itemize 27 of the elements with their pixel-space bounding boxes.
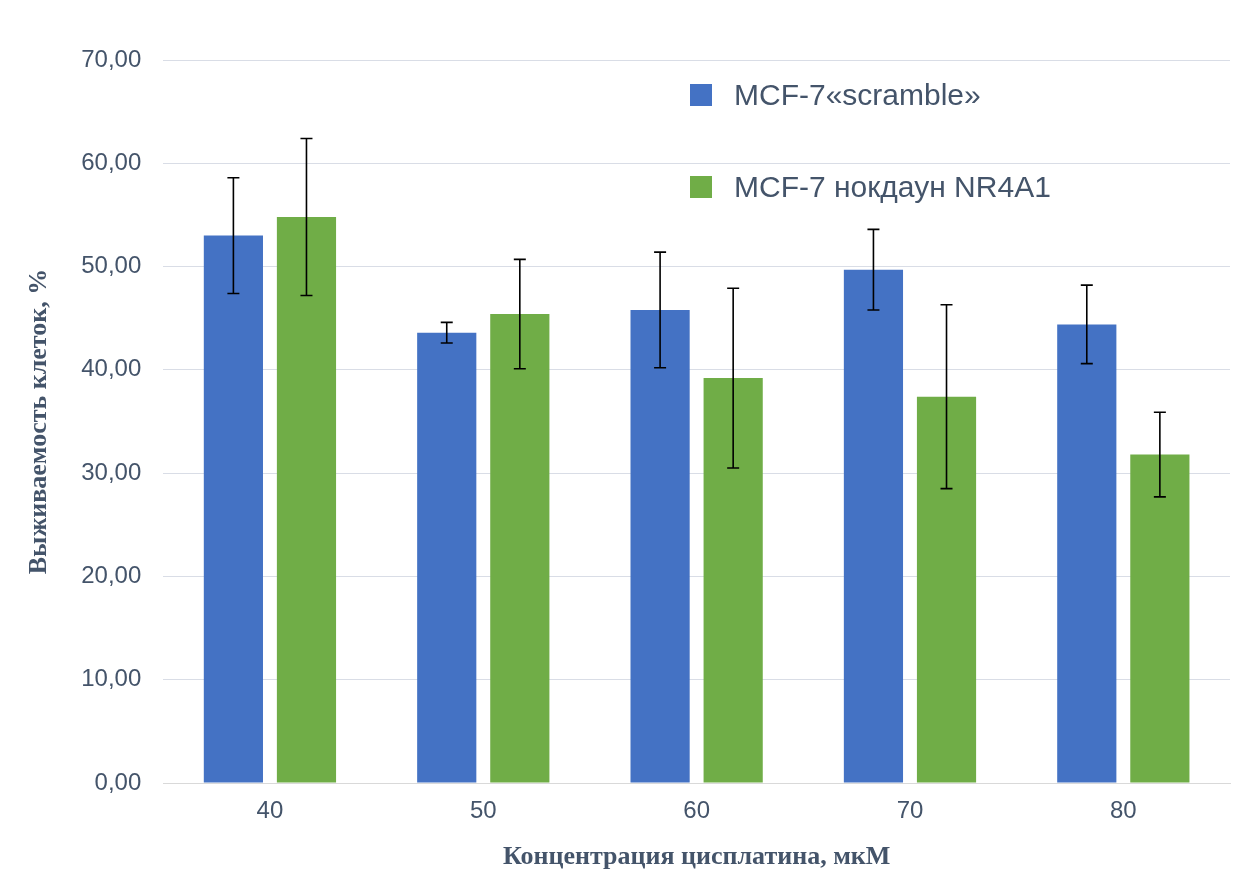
y-tick-label: 70,00 bbox=[81, 44, 142, 72]
bar bbox=[490, 314, 550, 783]
bar bbox=[843, 269, 904, 783]
legend-label: MCF-7 нокдаун NR4A1 bbox=[734, 170, 1051, 204]
x-tick-label: 60 bbox=[683, 796, 710, 824]
legend-label: MCF-7«scramble» bbox=[734, 78, 981, 112]
y-tick-label: 30,00 bbox=[81, 457, 142, 485]
bar bbox=[916, 396, 977, 783]
bar bbox=[276, 216, 337, 783]
bar bbox=[703, 378, 763, 783]
bar bbox=[1057, 324, 1117, 783]
y-tick-label: 60,00 bbox=[81, 147, 142, 175]
x-tick-label: 40 bbox=[256, 796, 284, 824]
y-axis-title: Выживаемость клеток, % bbox=[23, 268, 53, 575]
bar bbox=[630, 309, 690, 783]
y-tick-label: 40,00 bbox=[81, 354, 142, 382]
bar bbox=[417, 332, 477, 783]
x-tick-label: 50 bbox=[469, 796, 497, 824]
y-tick-label: 10,00 bbox=[81, 664, 142, 692]
x-axis-title: Концентрация цисплатина, мкМ bbox=[502, 841, 891, 871]
bar bbox=[1130, 454, 1190, 783]
y-tick-label: 0,00 bbox=[94, 767, 142, 795]
x-tick-label: 80 bbox=[1109, 796, 1137, 824]
y-tick-label: 20,00 bbox=[81, 561, 142, 589]
bar bbox=[203, 235, 263, 783]
x-tick-label: 70 bbox=[896, 796, 924, 824]
y-tick-label: 50,00 bbox=[81, 251, 142, 279]
